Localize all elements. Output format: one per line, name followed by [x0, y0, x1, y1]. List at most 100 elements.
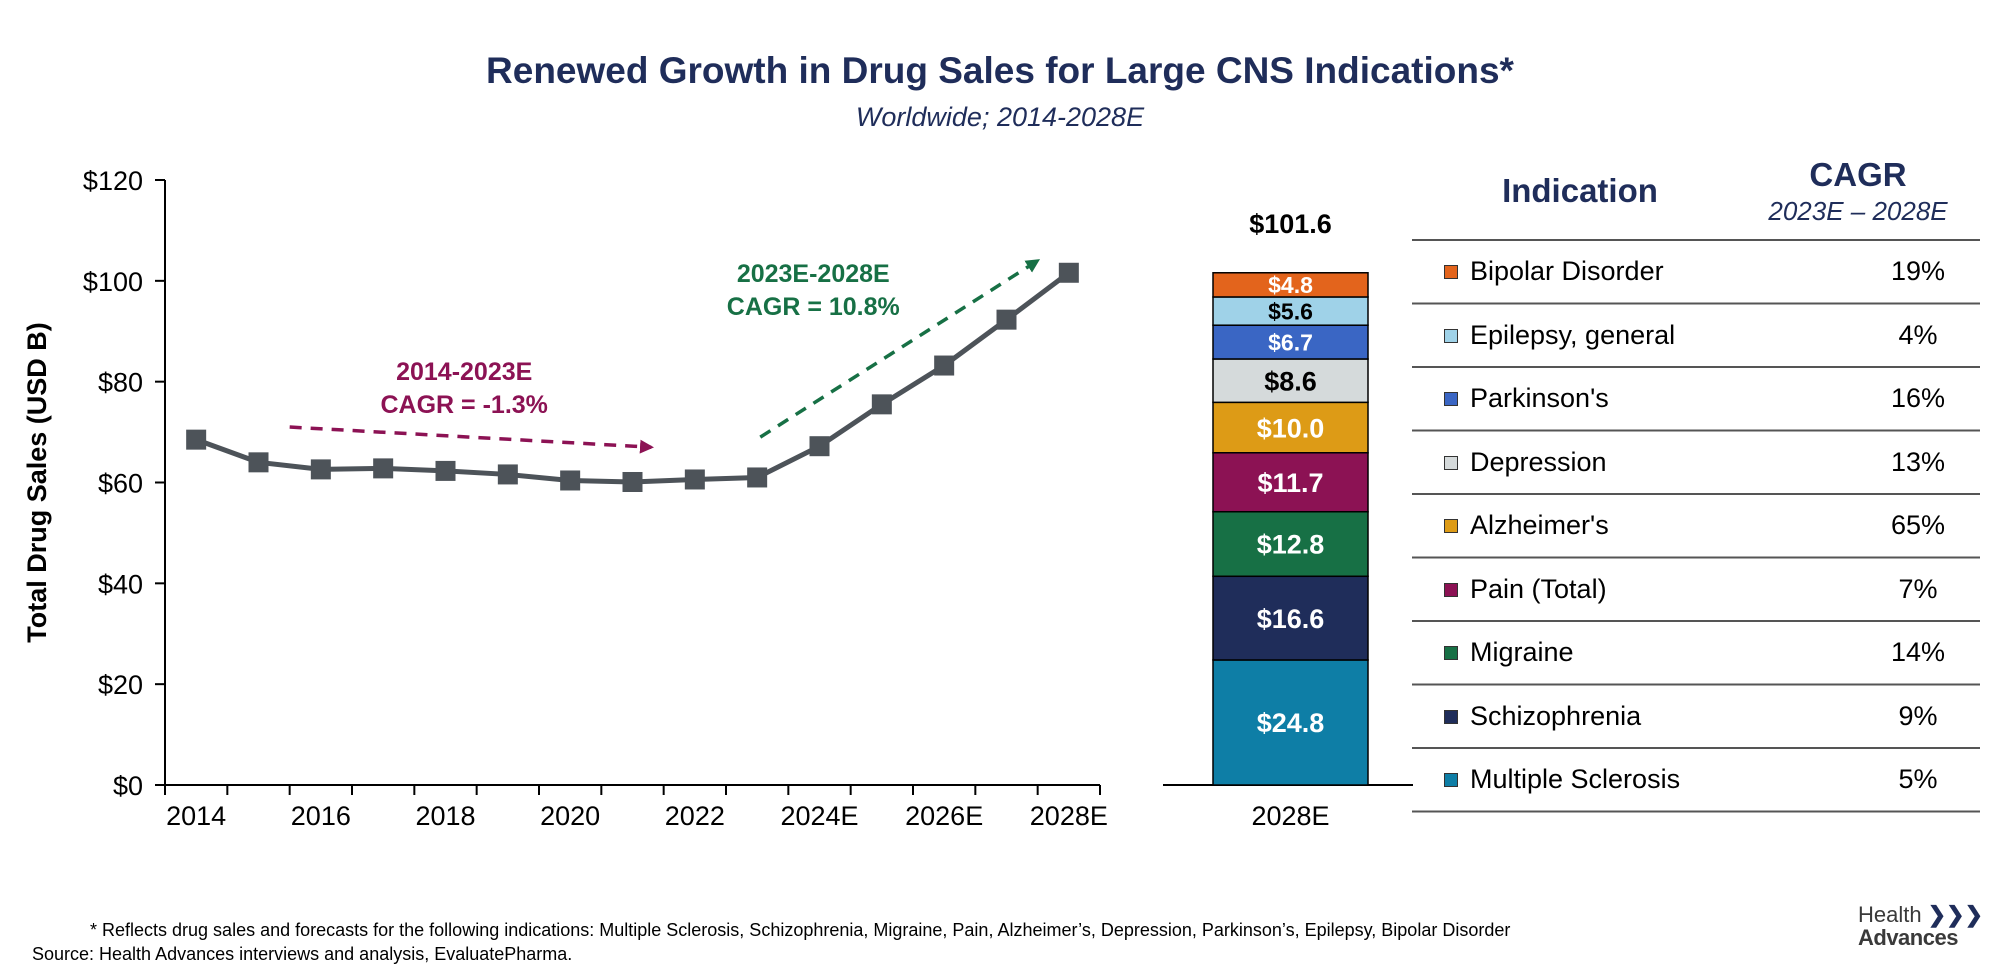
cagr-annotation-value: CAGR = -1.3%: [380, 391, 547, 419]
indication-label: Parkinson's: [1470, 383, 1609, 413]
cagr-value: 14%: [1890, 637, 1946, 667]
bar-segment: [1212, 510, 1369, 578]
x-tick-label: 2018: [415, 801, 475, 831]
data-point: [435, 460, 456, 481]
indication-label: Depression: [1470, 446, 1607, 477]
legend-swatch: [1444, 709, 1458, 724]
table-header-indication: Indication: [1502, 172, 1658, 209]
bar-segment: [1212, 401, 1369, 454]
y-tick-label: $40: [98, 569, 143, 599]
legend-swatch: [1444, 519, 1458, 533]
y-tick-label: $80: [98, 368, 143, 398]
cagr-value: 16%: [1890, 383, 1946, 413]
legend-swatch: [1444, 392, 1458, 406]
data-point: [684, 469, 705, 490]
indication-label: Alzheimer's: [1470, 510, 1609, 540]
bar-segment-label: $16.6: [1257, 604, 1325, 634]
y-tick-label: $20: [98, 670, 143, 700]
data-point: [497, 464, 518, 485]
x-tick-label: 2014: [166, 801, 226, 831]
data-point: [934, 355, 955, 376]
data-point: [373, 458, 394, 479]
logo-line2: Advances: [1858, 925, 1958, 950]
logo-line1: Health: [1858, 902, 1922, 927]
x-tick-label: 2016: [291, 801, 351, 831]
legend-swatch: [1444, 455, 1458, 470]
data-point: [747, 467, 768, 488]
data-point: [622, 471, 643, 492]
table-row: Bipolar Disorder 19%: [1430, 240, 1980, 302]
indication-label: Bipolar Disorder: [1470, 256, 1664, 286]
y-axis-label: Total Drug Sales (USD B): [22, 322, 52, 643]
bar-segment: [1212, 575, 1369, 661]
bar-segment-label: $12.8: [1257, 530, 1325, 560]
triple-chevron-icon: ❯❯❯: [1927, 902, 1984, 927]
y-tick-label: $60: [98, 469, 143, 499]
table-header-cagr: CAGR: [1809, 156, 1907, 193]
cagr-value: 5%: [1898, 764, 1938, 794]
bar-segment: [1212, 272, 1369, 298]
legend-swatch: [1444, 582, 1458, 597]
sales-line: [195, 270, 1071, 485]
cagr-value: 13%: [1890, 446, 1946, 477]
table-row: Epilepsy, general 4%: [1430, 304, 1980, 366]
indication-label: Migraine: [1470, 637, 1574, 667]
data-point: [871, 394, 892, 415]
table-row: Schizophrenia 9%: [1430, 685, 1980, 747]
x-tick-label: 2020: [540, 801, 600, 831]
health-advances-logo: Health ❯❯❯ Advances: [1858, 903, 1983, 949]
line-chart-axes: $0 $20 $40 $60 $80 $100 $120 2014 2016 2018 2020 20…: [22, 166, 1108, 831]
bar-segment: [1212, 452, 1369, 513]
data-point: [310, 459, 331, 480]
indication-label: Multiple Sclerosis: [1470, 764, 1681, 794]
bar-segment-label: $24.8: [1257, 708, 1325, 738]
cagr-arrow: [759, 259, 1041, 439]
bar-segment-label: $6.7: [1268, 329, 1313, 355]
y-tick-label: $100: [83, 267, 143, 297]
bar-segment: [1212, 324, 1369, 360]
bar-category-label: 2028E: [1251, 801, 1329, 831]
indication-label: Epilepsy, general: [1470, 319, 1676, 350]
cagr-value: 4%: [1898, 319, 1938, 350]
table-row-dividers: [1412, 239, 1980, 813]
table-row: Alzheimer's 65%: [1430, 494, 1980, 556]
cagr-value: 19%: [1890, 256, 1946, 286]
indication-label: Pain (Total): [1470, 573, 1607, 604]
bar-segment-label: $5.6: [1268, 298, 1313, 324]
legend-swatch: [1444, 773, 1458, 787]
table-row: Pain (Total) 7%: [1430, 558, 1980, 620]
chart-subtitle: Worldwide; 2014-2028E: [855, 102, 1145, 132]
legend-swatch: [1444, 328, 1458, 343]
x-tick-label: 2028E: [1030, 801, 1108, 831]
data-point: [996, 309, 1017, 330]
table-row: Multiple Sclerosis 5%: [1430, 748, 1980, 810]
bar-segment-label: $11.7: [1257, 468, 1323, 498]
cagr-arrow: [289, 425, 654, 454]
cagr-value: 65%: [1890, 510, 1946, 540]
data-point: [1058, 262, 1079, 283]
y-tick-label: $0: [113, 771, 143, 801]
cagr-annotations: 2014-2023E CAGR = -1.3% 2023E-2028E CAGR = …: [289, 259, 1041, 454]
bar-segment-label: $4.8: [1268, 272, 1313, 298]
cagr-value: 9%: [1898, 700, 1938, 731]
cagr-annotation-period: 2014-2023E: [396, 358, 532, 386]
x-tick-label: 2026E: [905, 801, 983, 831]
y-tick-label: $120: [83, 166, 143, 196]
bar-segment: [1212, 659, 1369, 786]
cagr-value: 7%: [1898, 573, 1938, 604]
data-point: [186, 429, 207, 450]
cagr-annotation-value: CAGR = 10.8%: [727, 293, 900, 321]
bar-segment: [1212, 358, 1369, 404]
x-tick-label: 2022: [665, 801, 725, 831]
table-subheader-cagr-period: 2023E – 2028E: [1768, 196, 1948, 226]
data-point: [248, 452, 269, 473]
legend-swatch: [1444, 265, 1458, 279]
source-note: Source: Health Advances interviews and a…: [32, 944, 573, 964]
x-tick-label: 2024E: [780, 801, 858, 831]
bar-segment: [1212, 296, 1369, 326]
table-row: Migraine 14%: [1430, 621, 1980, 683]
line-series: [186, 262, 1079, 492]
data-point: [809, 436, 830, 457]
bar-total-label: $101.6: [1249, 209, 1332, 239]
